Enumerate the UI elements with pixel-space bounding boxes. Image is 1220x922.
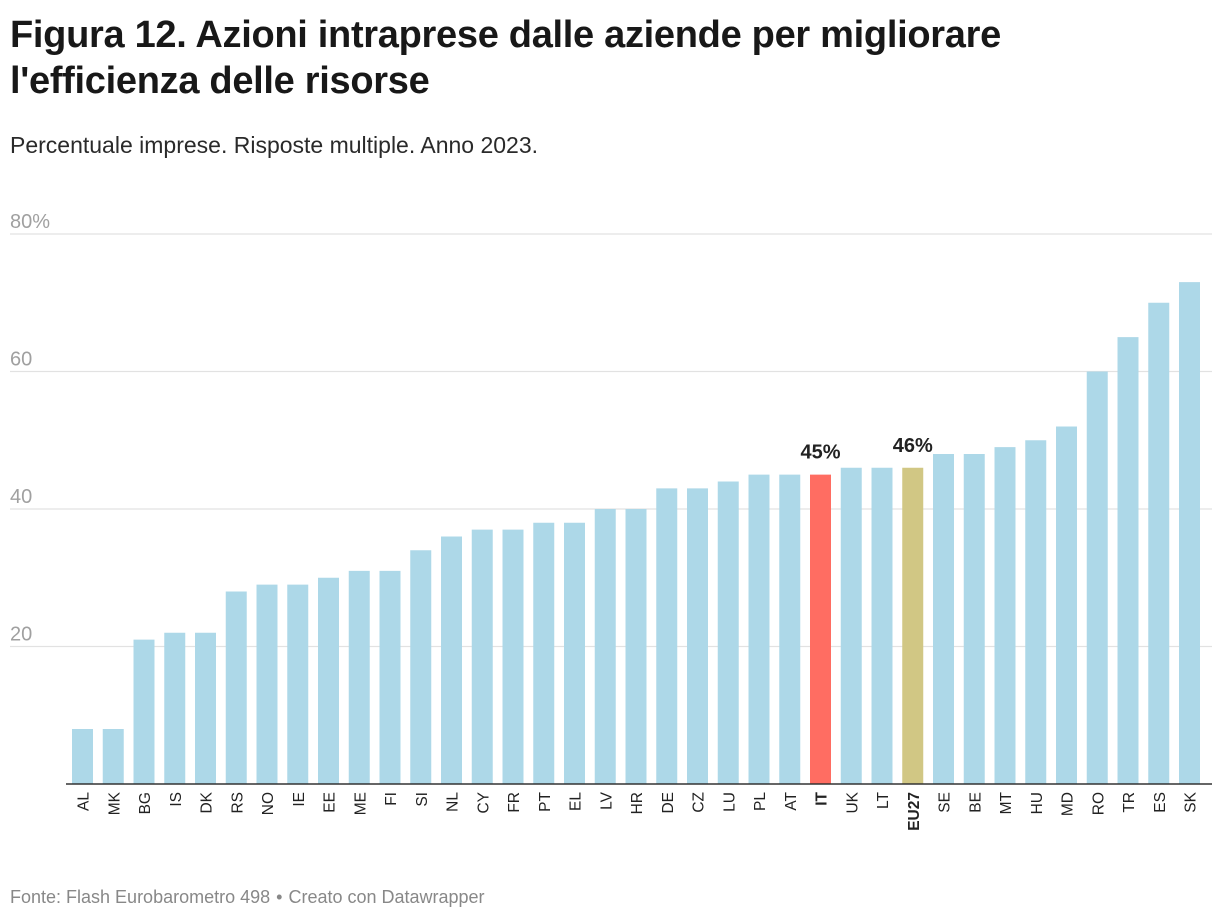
footer-separator: • (276, 887, 283, 907)
x-tick-hr: HR (629, 792, 646, 814)
bar-pt (533, 522, 555, 784)
x-tick-me: ME (352, 792, 369, 815)
x-tick-lv: LV (598, 791, 615, 809)
x-tick-ee: EE (322, 792, 339, 813)
bar-hu (1025, 440, 1047, 784)
bar-es (1148, 302, 1170, 784)
bar-pl (748, 474, 770, 784)
bar-se (933, 454, 954, 784)
bars (72, 282, 1200, 784)
x-tick-eu27: EU27 (906, 792, 923, 831)
bar-ro (1086, 371, 1108, 784)
bar-rs (225, 591, 247, 784)
bar-uk (840, 467, 862, 784)
x-tick-pl: PL (752, 792, 769, 811)
bar-md (1056, 426, 1077, 784)
bar-si (410, 550, 432, 784)
footer: Fonte: Flash Eurobarometro 498 • Creato co… (10, 885, 485, 909)
bar-al (72, 729, 93, 784)
x-tick-al: AL (76, 792, 93, 811)
x-tick-nl: NL (445, 792, 462, 812)
x-tick-mt: MT (998, 791, 1015, 814)
x-tick-cy: CY (475, 792, 492, 814)
x-tick-el: EL (568, 792, 585, 811)
bar-be (963, 454, 985, 784)
bar-el (564, 522, 585, 784)
x-tick-mk: MK (106, 791, 123, 815)
bar-no (256, 584, 278, 784)
x-tick-fi: FI (383, 792, 400, 806)
bar-lu (717, 481, 739, 784)
data-label-it: 45% (800, 442, 840, 464)
x-tick-es: ES (1152, 792, 1169, 813)
bar-de (656, 488, 678, 784)
x-tick-ro: RO (1090, 792, 1107, 815)
x-tick-se: SE (937, 792, 954, 813)
x-tick-lu: LU (721, 792, 738, 812)
x-tick-pt: PT (537, 791, 554, 811)
bar-it (810, 474, 831, 784)
x-tick-uk: UK (844, 791, 861, 813)
bar-me (348, 570, 370, 784)
bar-hr (625, 509, 647, 784)
x-tick-cz: CZ (691, 792, 708, 813)
chart-subtitle: Percentuale imprese. Risposte multiple. … (10, 132, 539, 158)
x-tick-hu: HU (1029, 792, 1046, 814)
bar-at (779, 474, 801, 784)
x-tick-it: IT (814, 791, 831, 805)
bar-fr (502, 529, 524, 784)
bar-fi (379, 570, 401, 784)
bar-bg (133, 639, 155, 784)
x-tick-sk: SK (1183, 791, 1200, 812)
bar-mk (102, 729, 124, 784)
bar-dk (195, 632, 216, 784)
x-tick-tr: TR (1121, 792, 1138, 813)
bar-sk (1179, 282, 1200, 784)
bar-ee (318, 577, 339, 784)
x-tick-at: AT (783, 791, 800, 810)
x-tick-is: IS (168, 792, 185, 807)
x-tick-ie: IE (291, 792, 308, 807)
x-tick-rs: RS (229, 792, 246, 814)
x-tick-no: NO (260, 792, 277, 815)
x-tick-lt: LT (875, 791, 892, 808)
y-tick-label: 60 (10, 349, 32, 371)
x-tick-fr: FR (506, 792, 523, 813)
x-tick-be: BE (967, 792, 984, 813)
credit-note: Creato con Datawrapper (288, 887, 485, 907)
bar-mt (994, 447, 1016, 784)
bar-nl (441, 536, 462, 784)
bar-cy (471, 529, 493, 784)
y-tick-label: 40 (10, 486, 32, 508)
bar-cz (687, 488, 708, 784)
y-tick-label: 20 (10, 624, 32, 646)
bar-lt (871, 467, 893, 784)
bar-tr (1117, 337, 1139, 784)
bar-chart: 20 40 60 80% 45% 46% AL MK BG IS DK RS NO IE EE ME FI S… (10, 211, 1212, 831)
x-tick-de: DE (660, 792, 677, 814)
bar-lv (594, 509, 616, 784)
data-labels: 45% 46% (800, 435, 932, 464)
y-tick-label: 80% (10, 211, 50, 233)
bar-eu27 (902, 467, 924, 784)
x-tick-si: SI (414, 792, 431, 807)
bar-is (164, 632, 186, 784)
x-tick-dk: DK (199, 791, 216, 813)
data-label-eu27: 46% (893, 435, 933, 457)
x-tick-labels: AL MK BG IS DK RS NO IE EE ME FI SI NL CY FR PT EL LV HR DE… (76, 791, 1200, 830)
chart-title: Figura 12. Azioni intraprese dalle azien… (10, 14, 1001, 102)
x-tick-bg: BG (137, 792, 154, 814)
x-tick-md: MD (1060, 792, 1077, 816)
source-note: Fonte: Flash Eurobarometro 498 (10, 887, 271, 907)
bar-ie (287, 584, 309, 784)
